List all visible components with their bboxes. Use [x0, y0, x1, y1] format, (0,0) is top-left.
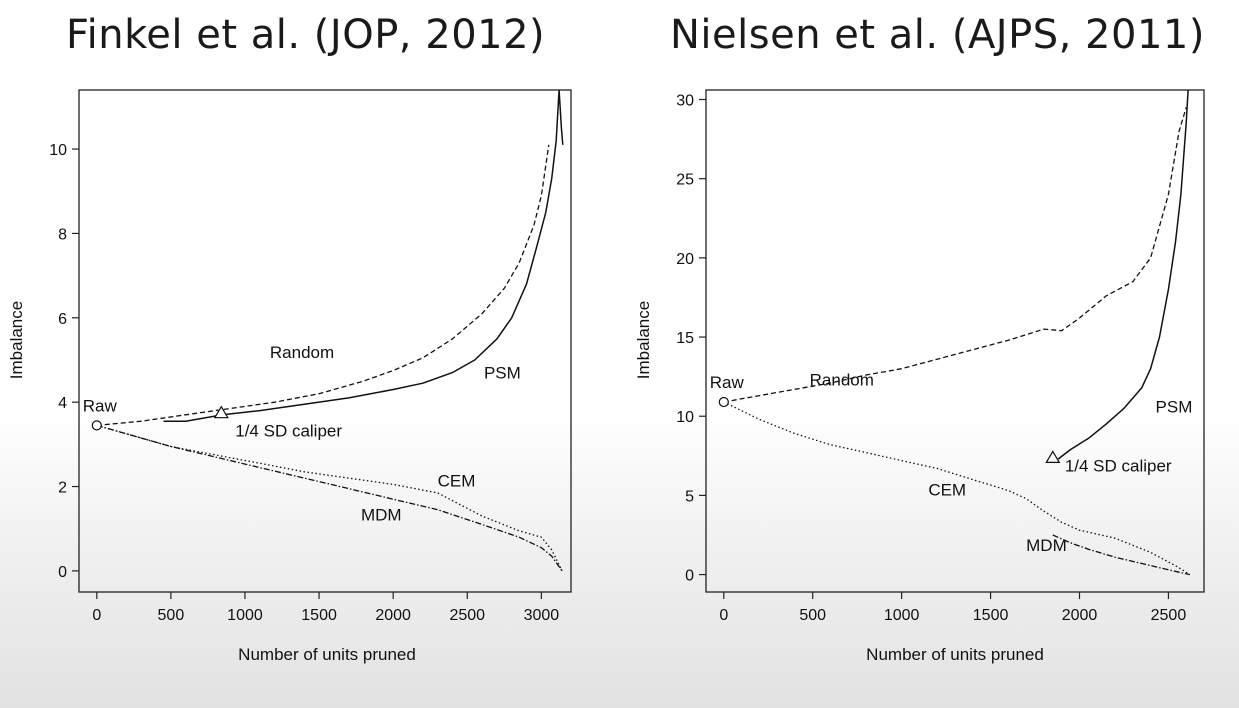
right-y-tick-label: 5 — [685, 488, 694, 505]
right-marker-1-4-sd-caliper — [1045, 450, 1061, 463]
left-y-tick-label: 10 — [49, 142, 67, 159]
left-x-tick-label: 0 — [92, 607, 101, 624]
right-series-random — [723, 107, 1187, 403]
right-x-tick-label: 1500 — [973, 607, 1009, 624]
right-series-mdm — [1052, 534, 1190, 576]
right-label-random: Random — [810, 371, 874, 390]
left-chart-title: Finkel et al. (JOP, 2012) — [66, 12, 546, 58]
left-x-tick-label: 1500 — [301, 607, 337, 624]
left-y-tick-label: 6 — [58, 311, 67, 328]
left-label-psm: PSM — [484, 364, 521, 383]
left-y-tick-label: 2 — [58, 480, 67, 497]
left-series-psm — [163, 90, 564, 422]
left-label-raw: Raw — [83, 396, 118, 415]
left-label-random: Random — [270, 343, 334, 362]
left-label-1-4-sd-caliper: 1/4 SD caliper — [235, 422, 342, 441]
right-plot-frame — [705, 89, 1205, 593]
right-series-group — [723, 90, 1191, 576]
right-x-tick-label: 2500 — [1151, 607, 1187, 624]
left-y-tick-label: 0 — [58, 564, 67, 581]
right-y-axis-title: Imbalance — [634, 301, 653, 379]
left-marker-1-4-sd-caliper — [213, 405, 229, 419]
right-series-psm — [1057, 90, 1189, 460]
right-y-tick-label: 25 — [676, 172, 694, 189]
right-x-tick-label: 500 — [799, 607, 826, 624]
left-label-cem: CEM — [438, 472, 476, 491]
right-y-tick-label: 30 — [676, 93, 694, 110]
right-x-tick-label: 0 — [719, 607, 728, 624]
left-series-group — [96, 90, 564, 572]
left-x-axis-title: Number of units pruned — [238, 645, 416, 664]
left-plot-frame — [78, 89, 572, 593]
right-x-tick-label: 2000 — [1062, 607, 1098, 624]
left-y-tick-label: 4 — [58, 395, 67, 412]
right-label-psm: PSM — [1156, 397, 1193, 416]
left-x-tick-label: 2000 — [375, 607, 411, 624]
left-x-tick-label: 3000 — [524, 607, 560, 624]
left-y-tick-label: 8 — [58, 226, 67, 243]
left-series-mdm — [96, 424, 563, 572]
left-x-tick-label: 500 — [158, 607, 185, 624]
left-series-cem — [96, 424, 563, 572]
left-x-tick-label: 1000 — [227, 607, 263, 624]
right-label-1-4-sd-caliper: 1/4 SD caliper — [1065, 456, 1172, 475]
right-y-tick-label: 10 — [676, 409, 694, 426]
right-chart: 0 500 1000 1500 2000 2500 0 5 10 15 20 25 30 Number o… — [634, 89, 1205, 664]
right-x-axis-title: Number of units pruned — [866, 645, 1044, 664]
right-y-tick-label: 0 — [685, 568, 694, 585]
left-chart: 0 500 1000 1500 2000 2500 3000 0 2 4 6 8 10 Number of… — [7, 89, 572, 664]
right-label-mdm: MDM — [1026, 536, 1067, 555]
right-label-cem: CEM — [928, 480, 966, 499]
right-marker-raw — [718, 396, 729, 408]
left-x-tick-label: 2500 — [449, 607, 485, 624]
left-marker-raw — [91, 420, 102, 431]
right-y-tick-label: 20 — [676, 251, 694, 268]
right-y-tick-label: 15 — [676, 330, 694, 347]
right-label-raw: Raw — [710, 373, 745, 392]
left-label-mdm: MDM — [361, 505, 402, 524]
left-y-axis-title: Imbalance — [7, 301, 26, 379]
right-x-tick-label: 1000 — [884, 607, 920, 624]
right-chart-title: Nielsen et al. (AJPS, 2011) — [670, 12, 1205, 58]
left-series-random — [96, 144, 550, 427]
